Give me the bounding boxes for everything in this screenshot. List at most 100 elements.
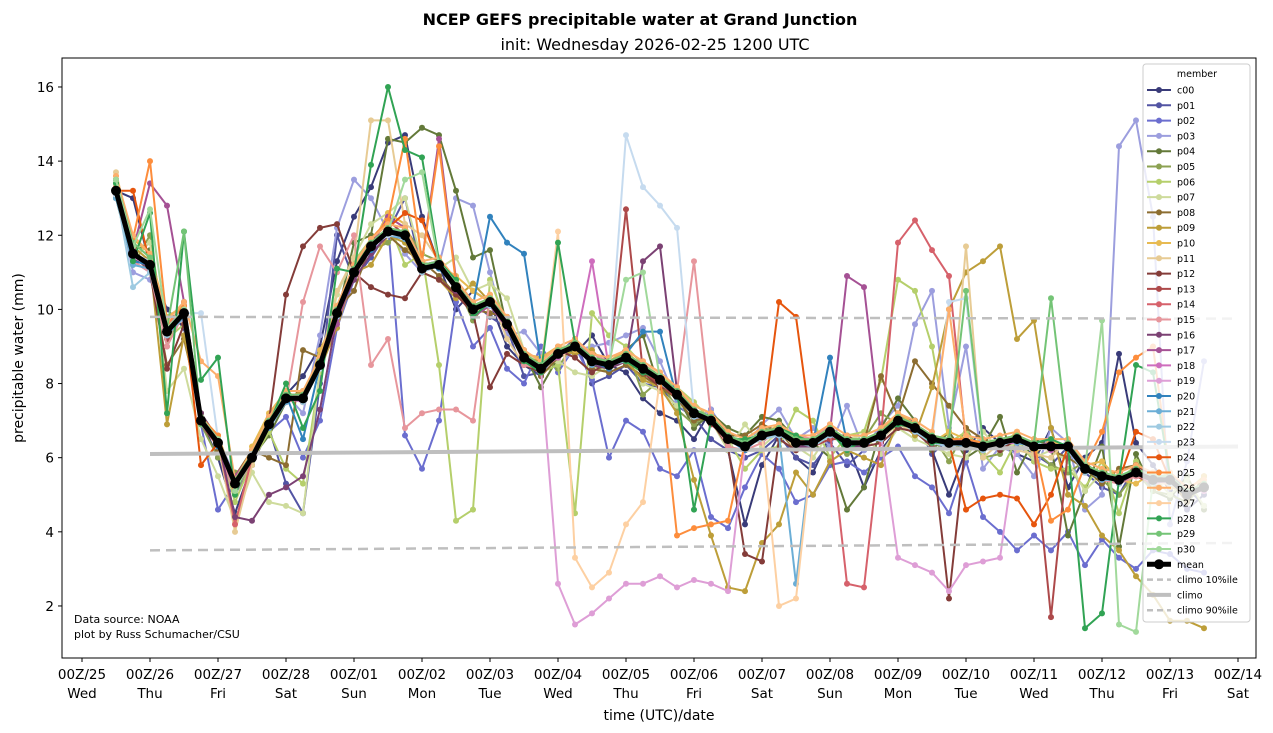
point-p02 <box>300 454 306 461</box>
point-p27 <box>776 602 782 609</box>
x-tick-label: 00Z/05 <box>602 667 650 683</box>
point-p09 <box>640 376 646 383</box>
legend-label: p20 <box>1177 392 1195 403</box>
point-p14 <box>232 521 238 528</box>
point-p06 <box>1116 510 1122 517</box>
point-p02 <box>640 428 646 435</box>
y-axis: 2 4 6 8 10 12 14 16 <box>37 80 62 615</box>
point-p08 <box>283 462 289 469</box>
point-p04 <box>861 484 867 491</box>
legend-item-p26: p26 <box>1147 483 1195 494</box>
point-p02 <box>215 506 221 513</box>
mean-point <box>587 356 597 367</box>
legend-marker <box>1156 316 1162 323</box>
mean-point <box>995 437 1005 448</box>
point-p27 <box>572 554 578 561</box>
point-p01 <box>708 436 714 443</box>
legend-item-p10: p10 <box>1147 239 1195 250</box>
point-p28 <box>283 380 289 387</box>
point-p19 <box>929 569 935 576</box>
mean-point <box>247 452 257 463</box>
point-p09 <box>1099 532 1105 539</box>
x-axis-label: time (UTC)/date <box>603 708 714 724</box>
legend-item-p29: p29 <box>1147 529 1195 540</box>
legend: member c00 p01 p02 p03 p04 p05 p06 p07 p08 p09 p10… <box>1142 63 1251 623</box>
point-p13 <box>623 206 629 213</box>
y-tick-label: 16 <box>37 80 54 96</box>
point-p28 <box>334 265 340 272</box>
legend-label: p09 <box>1177 223 1195 234</box>
point-p06 <box>929 343 935 350</box>
legend-label: p13 <box>1177 284 1195 295</box>
point-p15 <box>470 417 476 424</box>
legend-marker <box>1156 500 1162 507</box>
point-p02 <box>708 513 714 520</box>
point-p07 <box>504 295 510 302</box>
point-p27 <box>623 521 629 528</box>
legend-title: member <box>1177 69 1217 80</box>
x-tick-day-label: Tue <box>953 686 977 702</box>
y-axis-label: precipitable water (mm) <box>11 273 27 443</box>
mean-point <box>1114 474 1124 485</box>
mean-point <box>366 241 376 252</box>
point-p19 <box>657 573 663 580</box>
point-p30 <box>419 169 425 176</box>
point-p06 <box>453 517 459 524</box>
x-tick-day-label: Sun <box>341 686 367 702</box>
point-p14 <box>895 239 901 246</box>
legend-marker <box>1156 347 1162 354</box>
point-p04 <box>1133 450 1139 457</box>
point-p12 <box>436 276 442 283</box>
point-p03 <box>1116 143 1122 150</box>
legend-marker <box>1156 240 1162 246</box>
legend-marker <box>1156 132 1162 139</box>
point-p12 <box>487 384 493 391</box>
x-tick-label: 00Z/01 <box>330 667 378 683</box>
legend-marker <box>1156 484 1162 491</box>
legend-marker <box>1156 224 1162 231</box>
point-p28 <box>198 376 204 383</box>
point-p06 <box>470 506 476 513</box>
legend-item-climo90: climo 90%ile <box>1147 606 1238 617</box>
x-tick-label: 00Z/11 <box>1010 667 1058 683</box>
x-tick-day-label: Sat <box>275 686 297 702</box>
point-p09 <box>997 243 1003 250</box>
x-tick-day-label: Sat <box>751 686 773 702</box>
point-p25 <box>708 521 714 528</box>
legend-label: p04 <box>1177 147 1195 158</box>
annotation-credit: plot by Russ Schumacher/CSU <box>74 628 240 641</box>
mean-point <box>383 226 393 237</box>
legend-item-p02: p02 <box>1147 116 1195 127</box>
x-tick-day-label: Thu <box>612 686 638 702</box>
point-p06 <box>232 499 238 506</box>
point-p25 <box>691 525 697 532</box>
point-p25 <box>1099 428 1105 435</box>
mean-point <box>723 434 733 445</box>
point-p10 <box>1133 480 1139 487</box>
legend-label: p27 <box>1177 499 1195 510</box>
mean-point <box>808 437 818 448</box>
point-p11 <box>368 117 374 124</box>
mean-point <box>298 393 308 404</box>
legend-label: p11 <box>1177 254 1195 265</box>
point-p19 <box>895 554 901 561</box>
mean-point <box>451 282 461 293</box>
point-p03 <box>980 465 986 472</box>
point-p19 <box>708 580 714 587</box>
point-p20 <box>300 436 306 443</box>
point-p02 <box>980 513 986 520</box>
x-tick-label: 00Z/26 <box>126 667 174 683</box>
legend-label: p05 <box>1177 162 1195 173</box>
series-line-p04 <box>115 126 1205 548</box>
mean-point <box>1029 441 1039 452</box>
legend-item-mean: mean <box>1147 559 1204 571</box>
point-p07 <box>368 221 374 228</box>
y-tick-label: 2 <box>45 599 54 615</box>
point-p23 <box>623 132 629 139</box>
point-p07 <box>215 473 221 480</box>
point-p10 <box>470 287 476 294</box>
point-p12 <box>504 350 510 357</box>
point-p30 <box>113 176 119 183</box>
point-p23 <box>198 310 204 317</box>
point-p22 <box>130 284 136 291</box>
